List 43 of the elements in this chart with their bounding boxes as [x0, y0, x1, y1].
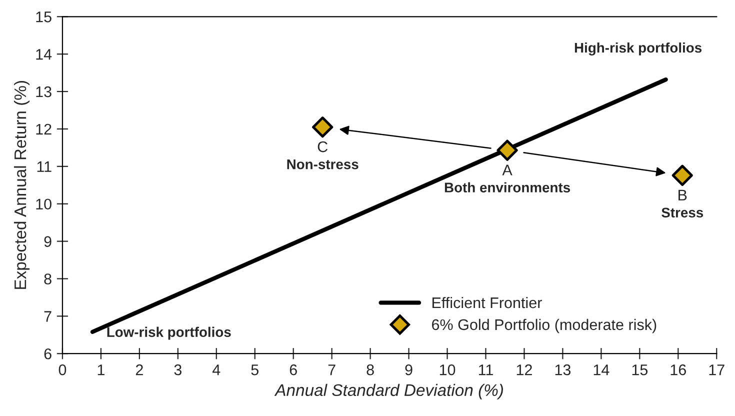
x-tick-label: 0: [58, 364, 66, 376]
annotation: Low-risk portfolios: [107, 326, 231, 340]
x-tick-label: 5: [251, 364, 258, 376]
x-tick-label: 13: [555, 364, 571, 376]
y-tick-label: 8: [44, 274, 52, 284]
y-tick-label: 9: [44, 236, 52, 247]
x-tick-label: 8: [366, 364, 374, 376]
x-tick-label: 17: [709, 364, 724, 376]
y-tick-label: 14: [36, 49, 52, 60]
y-tick-label: 15: [36, 12, 52, 22]
annotation: Both environments: [444, 182, 570, 192]
annotation: A: [502, 164, 512, 176]
x-tick-label: 11: [478, 364, 493, 376]
legend-label: 6% Gold Portfolio (moderate risk): [432, 318, 656, 334]
annotation: B: [678, 190, 687, 200]
x-tick-label: 2: [136, 364, 143, 376]
x-tick-label: 3: [174, 364, 182, 376]
annotation: Stress: [662, 208, 704, 218]
y-tick-label: 13: [36, 86, 52, 98]
x-tick-label: 4: [212, 364, 220, 376]
point: [496, 140, 518, 161]
annotation: C: [318, 141, 328, 152]
y-tick-label: 12: [36, 124, 52, 134]
x-axis-title: Annual Standard Deviation (%): [274, 384, 503, 400]
x-tick-label: 14: [594, 364, 610, 376]
y-axis-title: Expected Annual Return (%): [14, 80, 30, 289]
x-tick-label: 6: [290, 364, 297, 376]
y-tick-label: 7: [44, 311, 52, 322]
legend-label: Efficient Frontier: [432, 296, 542, 308]
x-tick-label: 12: [516, 364, 532, 376]
y-tick-label: 11: [37, 161, 52, 172]
annotation: High-risk portfolios: [574, 42, 702, 56]
x-tick-label: 7: [328, 364, 336, 376]
x-tick-label: 10: [440, 364, 456, 376]
point: [312, 116, 334, 138]
x-tick-label: 9: [405, 364, 412, 376]
annotation: Non-stress: [287, 160, 358, 170]
x-tick-label: 1: [98, 364, 104, 376]
y-tick-label: 6: [44, 348, 52, 360]
x-tick-label: 15: [632, 364, 648, 376]
x-tick-label: 16: [670, 364, 686, 376]
y-tick-label: 10: [36, 198, 52, 210]
point: [672, 164, 693, 186]
